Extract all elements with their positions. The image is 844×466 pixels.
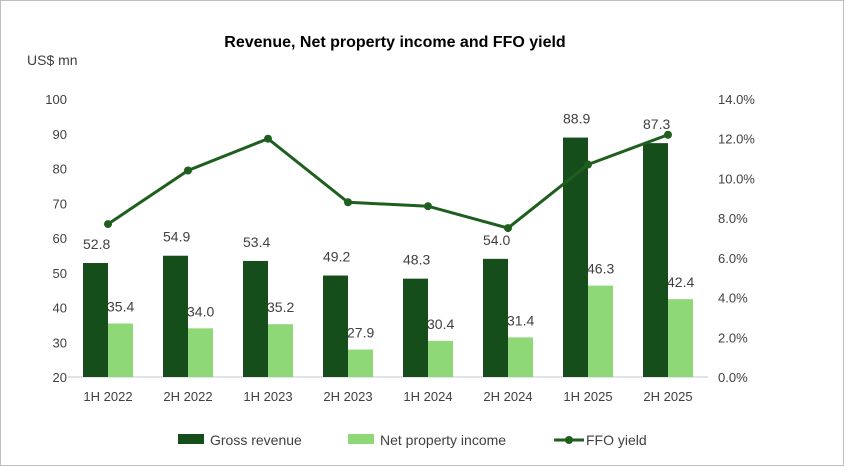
bar-gross-revenue — [243, 260, 268, 377]
point-ffo-yield — [664, 130, 672, 139]
data-label: 31.4 — [507, 312, 534, 328]
y-tick-label: 70 — [53, 196, 67, 211]
data-label: 49.2 — [323, 249, 350, 265]
bar-net-property-income — [108, 323, 133, 377]
x-tick-label: 2H 2023 — [323, 389, 372, 404]
bar-net-property-income — [268, 324, 293, 377]
chart-title: Revenue, Net property income and FFO yie… — [224, 34, 565, 51]
data-label: 88.9 — [563, 111, 590, 127]
bar-gross-revenue — [643, 143, 668, 377]
data-label: 53.4 — [243, 234, 270, 250]
line-ffo-yield — [107, 133, 669, 230]
y-tick-label: 90 — [53, 127, 67, 142]
y2-tick-label: 12.0% — [718, 132, 755, 147]
y-tick-label: 100 — [45, 92, 67, 107]
x-tick-label: 1H 2024 — [403, 389, 452, 404]
x-tick-label: 2H 2022 — [163, 389, 212, 404]
y-tick-label: 40 — [53, 301, 67, 316]
y-axis-label: US$ mn — [27, 52, 78, 68]
data-label: 46.3 — [587, 261, 614, 277]
x-tick-label: 1H 2022 — [83, 389, 132, 404]
x-tick-label: 1H 2025 — [563, 389, 612, 404]
data-label: 27.9 — [347, 325, 374, 341]
point-ffo-yield — [344, 198, 352, 207]
data-label: 42.4 — [667, 274, 694, 290]
y2-tick-label: 0.0% — [718, 370, 748, 385]
point-ffo-yield — [104, 220, 112, 229]
bar-net-property-income — [508, 337, 533, 377]
legend-swatch-net-property-income — [348, 434, 374, 444]
data-label: 52.8 — [83, 236, 110, 252]
bar-net-property-income — [428, 340, 453, 377]
bar-gross-revenue — [403, 278, 428, 377]
data-label: 30.4 — [427, 316, 454, 332]
point-ffo-yield — [184, 166, 192, 175]
data-label: 34.0 — [187, 303, 214, 319]
legend-label-net-property-income: Net property income — [380, 432, 506, 448]
data-label: 54.0 — [483, 232, 510, 248]
y2-tick-label: 14.0% — [718, 92, 755, 107]
bar-net-property-income — [348, 349, 373, 377]
data-label: 87.3 — [643, 116, 670, 132]
legend-label-ffo-yield: FFO yield — [586, 432, 647, 448]
point-ffo-yield — [424, 202, 432, 211]
bar-net-property-income — [188, 328, 213, 377]
bar-gross-revenue — [563, 137, 588, 377]
data-label: 48.3 — [403, 252, 430, 268]
bar-net-property-income — [668, 299, 693, 377]
point-ffo-yield — [264, 134, 272, 143]
data-label: 54.9 — [163, 229, 190, 245]
y-tick-label: 50 — [53, 266, 67, 281]
x-tick-label: 1H 2023 — [243, 389, 292, 404]
bar-net-property-income — [588, 285, 613, 377]
y2-tick-label: 2.0% — [718, 330, 748, 345]
y2-tick-label: 10.0% — [718, 171, 755, 186]
data-label: 35.4 — [107, 298, 134, 314]
y2-tick-label: 6.0% — [718, 251, 748, 266]
bar-gross-revenue — [163, 255, 188, 377]
y-tick-label: 60 — [53, 231, 67, 246]
y-tick-label: 20 — [53, 370, 67, 385]
point-ffo-yield — [584, 160, 592, 169]
bar-gross-revenue — [323, 275, 348, 377]
legend-swatch-gross-revenue — [178, 434, 204, 444]
bar-gross-revenue — [83, 263, 108, 377]
y2-tick-label: 4.0% — [718, 291, 748, 306]
y-tick-label: 80 — [53, 162, 67, 177]
bar-gross-revenue — [483, 258, 508, 377]
legend-marker-ffo-yield — [565, 436, 573, 444]
data-label: 35.2 — [267, 299, 294, 315]
y2-tick-label: 8.0% — [718, 211, 748, 226]
y-tick-label: 30 — [53, 335, 67, 350]
point-ffo-yield — [504, 224, 512, 233]
x-tick-label: 2H 2025 — [643, 389, 692, 404]
x-tick-label: 2H 2024 — [483, 389, 532, 404]
legend-label-gross-revenue: Gross revenue — [210, 432, 302, 448]
